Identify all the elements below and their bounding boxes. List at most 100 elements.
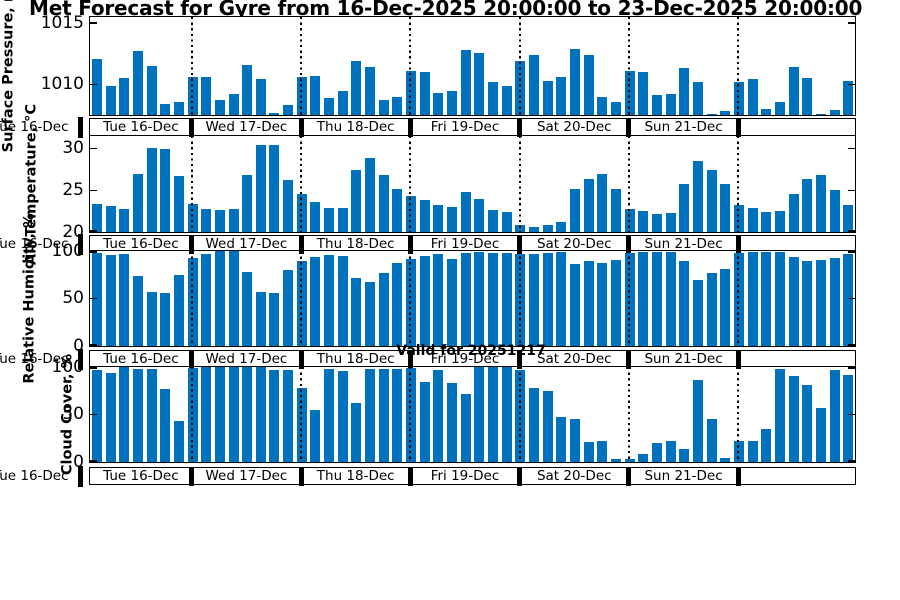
day-boundary-dotted-line <box>627 136 630 232</box>
bar <box>747 251 758 346</box>
bar <box>843 80 854 115</box>
day-section-label: Tue 16-Dec <box>103 119 179 135</box>
y-tick-label: 100 <box>51 356 84 377</box>
bar <box>460 50 471 115</box>
bar <box>761 108 772 115</box>
day-boundary-dotted-line <box>300 367 303 462</box>
bar <box>365 157 376 232</box>
y-tick-right <box>848 147 855 150</box>
bar <box>542 390 553 462</box>
bar <box>747 441 758 462</box>
day-section-label: Wed 17-Dec <box>205 119 288 135</box>
bar <box>146 368 157 462</box>
bar <box>583 54 594 115</box>
bar <box>269 145 280 232</box>
bar <box>802 385 813 462</box>
bar <box>665 251 676 346</box>
y-tick-label: 50 <box>62 288 84 308</box>
bar <box>105 372 116 462</box>
day-boundary-dotted-line <box>300 251 303 346</box>
bar <box>679 183 690 232</box>
bar <box>570 48 581 115</box>
bar <box>720 458 731 462</box>
bar <box>269 369 280 462</box>
bar <box>788 67 799 115</box>
bar <box>597 96 608 115</box>
bar <box>392 96 403 115</box>
y-tick-left <box>90 367 97 369</box>
y-tick-right <box>848 230 855 232</box>
bar <box>638 251 649 346</box>
bar <box>392 263 403 346</box>
y-tick-label: 1010 <box>40 73 84 94</box>
bar <box>132 51 143 115</box>
day-axis-band-3: Tue 16-Dec Wed 17-Dec Thu 18-Dec Fri 19-Dec… <box>78 349 856 370</box>
bar <box>255 145 266 232</box>
bar <box>378 368 389 462</box>
day-section-label: Wed 17-Dec <box>205 351 288 367</box>
bar <box>201 77 212 115</box>
day-section-label: Sun 21-Dec <box>644 236 723 252</box>
bar <box>720 183 731 232</box>
y-tick-label: 50 <box>62 404 84 424</box>
bar <box>365 368 376 462</box>
bar <box>611 259 621 346</box>
day-axis-band-4: Tue 16-Dec Wed 17-Dec Thu 18-Dec Fri 19-Dec… <box>78 466 856 487</box>
bar <box>419 200 430 232</box>
band-day-separator <box>298 235 304 254</box>
bar <box>269 112 280 115</box>
bar <box>105 254 116 346</box>
band-day-separator <box>407 350 413 369</box>
day-section-label: Tue 16-Dec <box>103 351 179 367</box>
bar <box>597 174 608 232</box>
bar <box>829 190 840 232</box>
band-day-separator <box>735 118 741 137</box>
bar <box>501 85 512 115</box>
day-section-label: Fri 19-Dec <box>430 468 500 484</box>
bar <box>201 208 212 232</box>
bar <box>501 367 512 462</box>
y-tick-left <box>90 413 97 416</box>
bar <box>255 79 266 115</box>
bar <box>447 90 458 115</box>
bar <box>679 261 690 346</box>
bar <box>460 191 471 232</box>
bar <box>692 81 703 115</box>
bar <box>474 199 485 232</box>
bar <box>365 282 376 346</box>
bar <box>160 149 171 232</box>
bar <box>324 254 335 346</box>
day-section-label: Thu 18-Dec <box>316 351 395 367</box>
bar <box>611 459 621 462</box>
y-tick-left <box>90 230 97 232</box>
subplot-cloud-cover <box>89 366 856 463</box>
bar <box>788 256 799 346</box>
day-section-label: Sat 20-Dec <box>536 236 612 252</box>
bar <box>337 90 348 115</box>
day-boundary-dotted-line <box>518 251 521 346</box>
subplot-surface-pressure <box>89 16 856 116</box>
y-tick-label: 1015 <box>40 12 84 33</box>
bar <box>146 147 157 232</box>
band-day-separator <box>735 467 741 486</box>
day-boundary-dotted-line <box>627 251 630 346</box>
day-boundary-dotted-line <box>737 136 740 232</box>
bar <box>774 211 785 232</box>
bar <box>105 85 116 115</box>
bar <box>692 380 703 462</box>
bar <box>556 251 567 346</box>
bar <box>474 251 485 346</box>
bar <box>255 367 266 462</box>
band-edge-tick <box>78 117 83 138</box>
day-boundary-dotted-line <box>737 251 740 346</box>
bar <box>419 72 430 115</box>
bar <box>447 383 458 462</box>
y-tick-right <box>848 251 855 253</box>
bar <box>433 92 444 115</box>
band-day-separator <box>517 118 523 137</box>
bar <box>488 81 499 115</box>
bar <box>638 454 649 462</box>
day-section-label: Thu 18-Dec <box>316 236 395 252</box>
bar <box>378 272 389 346</box>
bar <box>474 367 485 462</box>
